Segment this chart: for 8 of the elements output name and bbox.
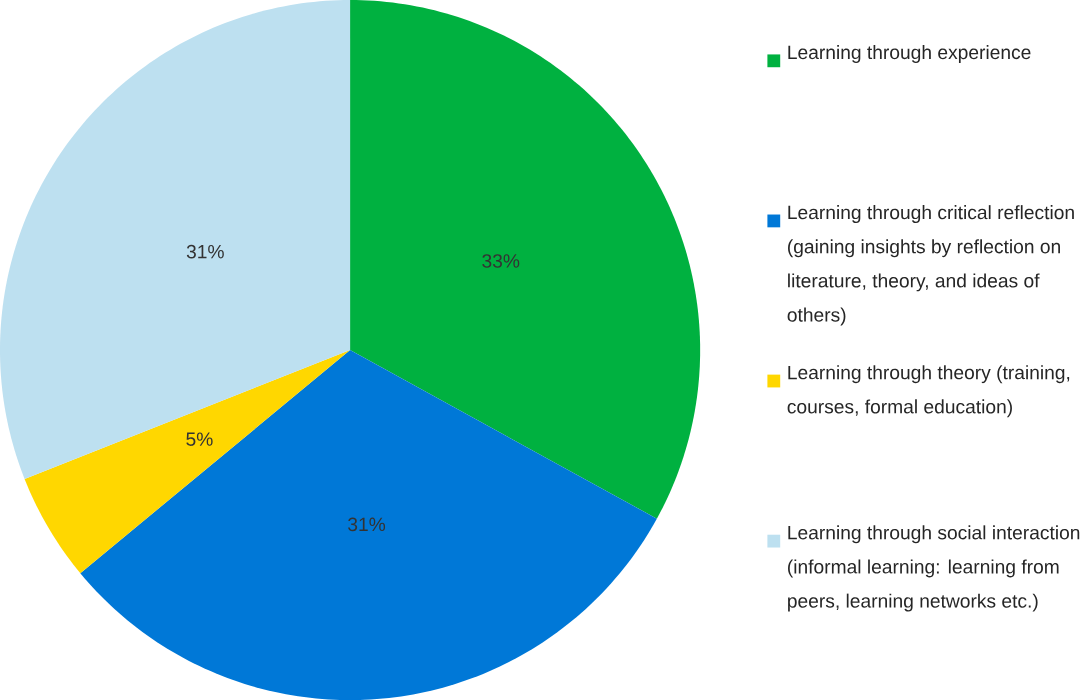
data-label: 33%: [482, 254, 520, 268]
legend-label: Learning through social interaction (informal learning: learning from peers, learning networks etc.): [788, 525, 1080, 612]
data-label: 31%: [186, 244, 224, 259]
data-label: 5%: [186, 432, 213, 446]
data-label: 31%: [348, 517, 386, 532]
legend-label: Learning through critical reflection (gaining insights by reflection on literature, theory, and ideas of others): [787, 205, 1074, 326]
legend-label: Learning through experience: [788, 44, 1031, 63]
legend-label: Learning through theory (training, courses, formal education): [787, 365, 1070, 418]
